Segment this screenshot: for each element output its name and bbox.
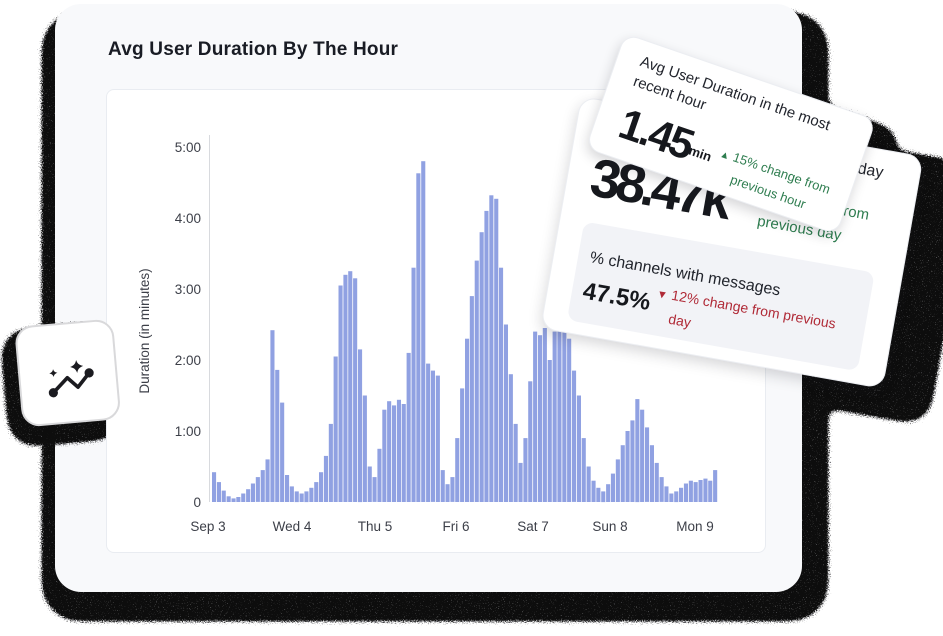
- svg-text:2:00: 2:00: [175, 353, 201, 368]
- svg-text:Sun 8: Sun 8: [592, 519, 627, 534]
- svg-text:Thu 5: Thu 5: [358, 519, 393, 534]
- svg-text:Sep 3: Sep 3: [190, 519, 225, 534]
- svg-text:4:00: 4:00: [175, 211, 201, 226]
- svg-text:Sat 7: Sat 7: [517, 519, 549, 534]
- svg-text:Duration (in minutes): Duration (in minutes): [137, 268, 152, 393]
- svg-text:0: 0: [193, 495, 201, 510]
- svg-text:5:00: 5:00: [175, 140, 201, 155]
- svg-text:Fri 6: Fri 6: [443, 519, 470, 534]
- svg-text:1:00: 1:00: [175, 424, 201, 439]
- svg-text:3:00: 3:00: [175, 282, 201, 297]
- svg-text:Wed 4: Wed 4: [273, 519, 312, 534]
- svg-text:Mon 9: Mon 9: [676, 519, 714, 534]
